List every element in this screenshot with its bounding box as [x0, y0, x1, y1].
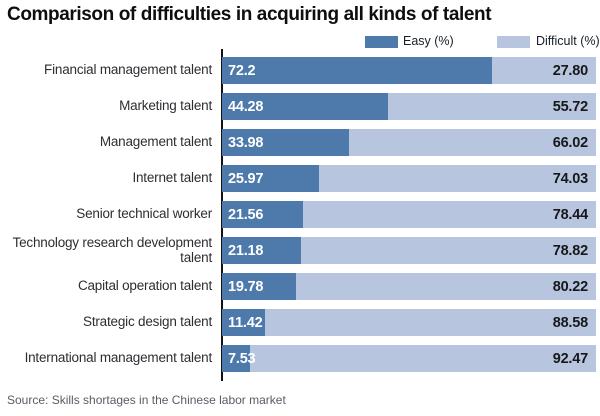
stacked-bar: 25.97 74.03: [222, 165, 596, 192]
category-label: Capital operation talent: [77, 278, 212, 294]
chart-title: Comparison of difficulties in acquiring …: [7, 4, 492, 25]
category-label: Marketing talent: [119, 98, 212, 114]
easy-segment: [222, 201, 303, 228]
category-label: Technology research development talent: [12, 234, 213, 265]
difficult-value: 66.02: [552, 134, 588, 151]
easy-value: 72.2: [228, 62, 256, 79]
legend-difficult-swatch: [497, 36, 530, 48]
category-label: Senior technical worker: [76, 206, 212, 222]
easy-segment: [222, 237, 302, 264]
legend-easy-label: Easy (%): [403, 34, 454, 48]
stacked-bar: 72.2 27.80: [222, 57, 596, 84]
easy-segment: [222, 345, 251, 372]
easy-segment: [222, 129, 350, 156]
easy-value: 21.56: [228, 206, 264, 223]
stacked-bar: 21.18 78.82: [222, 237, 596, 264]
category-label: International management talent: [24, 350, 213, 366]
easy-value: 33.98: [228, 134, 264, 151]
chart-rows: Financial management talent 72.2 27.80 Mark…: [0, 57, 596, 381]
legend-difficult-label: Difficult (%): [536, 34, 600, 48]
chart-row: Internet talent 25.97 74.03: [0, 165, 596, 192]
chart-row: Management talent 33.98 66.02: [0, 129, 596, 156]
chart-row: Technology research development talent 21…: [0, 234, 596, 265]
difficult-value: 78.82: [552, 242, 588, 259]
chart-row: Marketing talent 44.28 55.72: [0, 93, 596, 120]
category-label: Financial management talent: [44, 62, 212, 78]
difficult-value: 74.03: [552, 170, 588, 187]
source-note: Source: Skills shortages in the Chinese …: [7, 393, 286, 407]
easy-value: 7.53: [228, 350, 256, 367]
difficult-value: 88.58: [552, 314, 588, 331]
easy-segment: [222, 273, 296, 300]
difficult-value: 92.47: [552, 350, 588, 367]
chart-row: Senior technical worker 21.56 78.44: [0, 201, 596, 228]
easy-segment: [222, 165, 320, 192]
easy-value: 19.78: [228, 278, 264, 295]
chart-row: Capital operation talent 19.78 80.22: [0, 273, 596, 300]
chart-row: Strategic design talent 11.42 88.58: [0, 309, 596, 336]
easy-value: 11.42: [228, 314, 263, 331]
difficult-value: 78.44: [552, 206, 588, 223]
easy-value: 44.28: [228, 98, 264, 115]
category-label: Internet talent: [132, 170, 212, 186]
difficult-value: 80.22: [552, 278, 588, 295]
easy-value: 21.18: [228, 242, 264, 259]
stacked-bar: 7.53 92.47: [222, 345, 596, 372]
stacked-bar: 44.28 55.72: [222, 93, 596, 120]
chart-row: Financial management talent 72.2 27.80: [0, 57, 596, 84]
difficult-segment: [222, 309, 596, 336]
difficult-value: 55.72: [552, 98, 588, 115]
category-label: Strategic design talent: [83, 314, 212, 330]
easy-segment: [222, 93, 388, 120]
difficult-value: 27.80: [552, 62, 588, 79]
difficult-segment: [222, 345, 596, 372]
category-label: Management talent: [99, 134, 212, 150]
legend-easy-swatch: [365, 36, 398, 48]
easy-segment: [222, 57, 493, 84]
stacked-bar: 11.42 88.58: [222, 309, 596, 336]
chart-row: International management talent 7.53 92.47: [0, 345, 596, 372]
easy-segment: [222, 309, 265, 336]
stacked-bar: 33.98 66.02: [222, 129, 596, 156]
stacked-bar: 21.56 78.44: [222, 201, 596, 228]
easy-value: 25.97: [228, 170, 264, 187]
stacked-bar: 19.78 80.22: [222, 273, 596, 300]
